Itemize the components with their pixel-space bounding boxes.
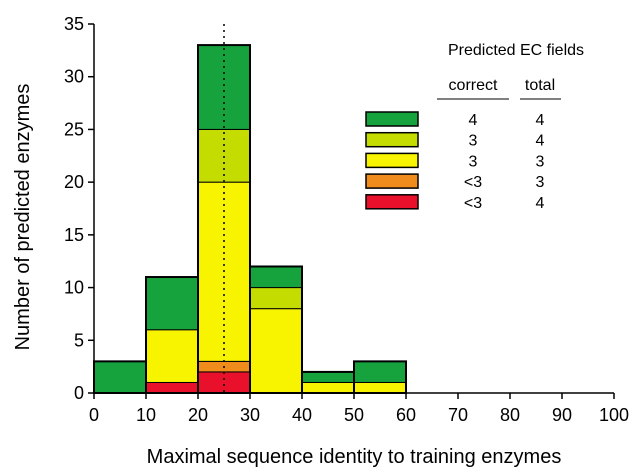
- bar-segment-20-30-series-4: [197, 44, 251, 130]
- legend-correct-2: 3: [469, 153, 478, 170]
- x-tick-label-70: 70: [448, 405, 468, 425]
- bar-segment-30-40-series-3: [249, 287, 303, 310]
- y-tick-label-15: 15: [64, 225, 84, 245]
- legend-swatch-1: [365, 131, 419, 148]
- legend-correct-3: <3: [464, 174, 482, 191]
- x-tick-label-20: 20: [188, 405, 208, 425]
- legend-swatch-3: [365, 173, 419, 189]
- legend-total-0: 4: [536, 112, 545, 129]
- x-tick-label-50: 50: [344, 405, 364, 425]
- y-tick-label-20: 20: [64, 172, 84, 192]
- y-tick-label-0: 0: [74, 383, 84, 403]
- legend-swatch-2: [365, 152, 419, 169]
- legend-total-3: 3: [536, 174, 545, 191]
- x-tick-label-10: 10: [136, 405, 156, 425]
- bar-segment-30-40-series-4: [249, 265, 303, 289]
- y-tick-label-35: 35: [64, 14, 84, 34]
- y-tick-label-30: 30: [64, 67, 84, 87]
- bar-segment-10-20-series-2: [145, 329, 199, 383]
- y-tick-label-10: 10: [64, 278, 84, 298]
- x-axis-label: Maximal sequence identity to training en…: [147, 446, 562, 468]
- bar-segment-20-30-series-0: [197, 371, 251, 394]
- legend: Predicted EC fields correct total 4 4 3 4 3 3…: [365, 42, 584, 212]
- legend-header-correct: correct: [449, 77, 498, 94]
- legend-total-2: 3: [536, 153, 545, 170]
- bar-segment-50-60-series-2: [353, 381, 407, 394]
- bar-segment-10-20-series-4: [145, 276, 199, 331]
- legend-correct-4: <3: [464, 195, 482, 212]
- x-tick-label-0: 0: [89, 405, 99, 425]
- bar-segment-0-10-series-4: [93, 360, 147, 394]
- legend-swatch-4: [365, 194, 419, 210]
- x-tick-label-30: 30: [240, 405, 260, 425]
- x-tick-label-100: 100: [599, 405, 629, 425]
- legend-title: Predicted EC fields: [448, 42, 584, 59]
- x-tick-label-80: 80: [500, 405, 520, 425]
- x-tick-label-90: 90: [552, 405, 572, 425]
- bar-segment-10-20-series-0: [145, 381, 199, 394]
- legend-header-total: total: [525, 77, 555, 94]
- legend-swatch-0: [365, 111, 419, 127]
- bar-segment-40-50-series-4: [301, 371, 355, 383]
- y-tick-label-25: 25: [64, 119, 84, 139]
- y-tick-label-5: 5: [74, 330, 84, 350]
- bar-segment-40-50-series-2: [301, 381, 355, 394]
- x-tick-label-60: 60: [396, 405, 416, 425]
- legend-total-4: 4: [536, 195, 545, 212]
- bar-segment-50-60-series-4: [353, 360, 407, 383]
- legend-total-1: 4: [536, 133, 545, 150]
- y-axis-label: Number of predicted enzymes: [12, 84, 34, 351]
- legend-correct-1: 3: [469, 133, 478, 150]
- axes: 0 10 20 30 40 50 60 70 80 90 100 0 5 10 15 20 25 30 35: [64, 14, 629, 425]
- bar-segment-30-40-series-2: [249, 308, 303, 394]
- stacked-bars: [93, 44, 407, 394]
- x-tick-label-40: 40: [292, 405, 312, 425]
- legend-correct-0: 4: [469, 112, 478, 129]
